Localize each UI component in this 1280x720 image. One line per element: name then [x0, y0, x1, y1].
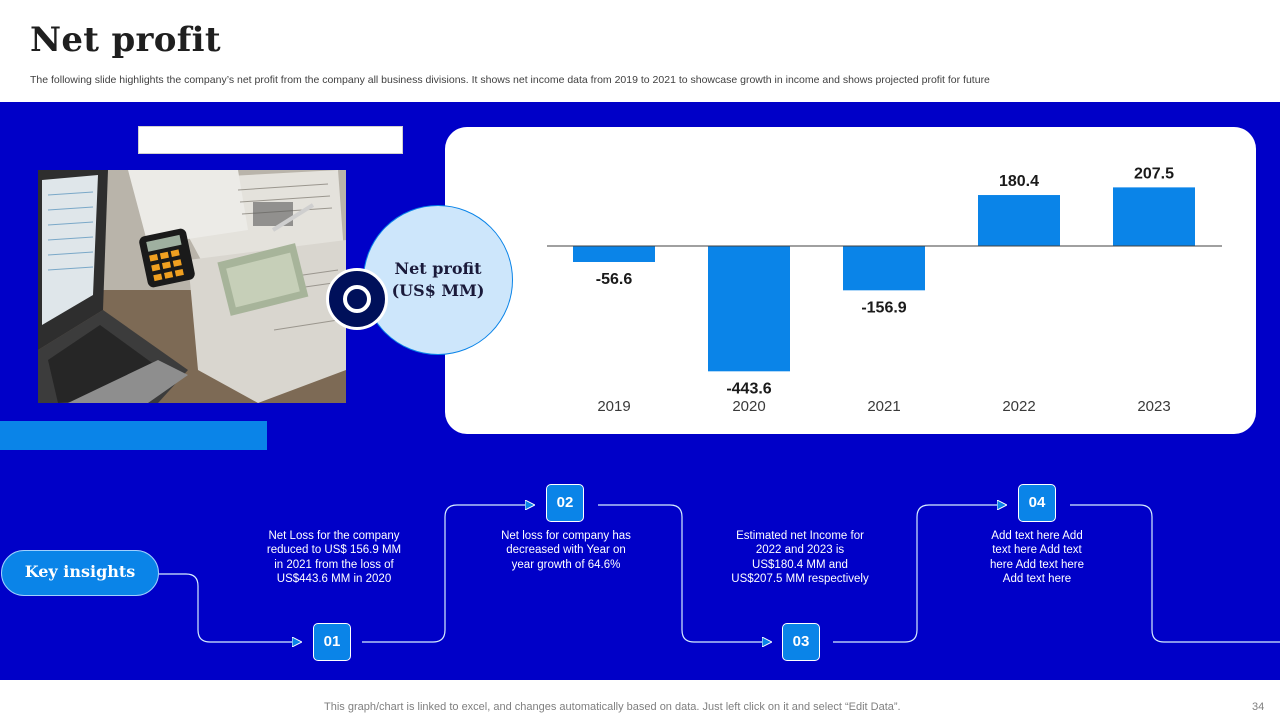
- x-tick-2021: 2021: [867, 398, 900, 415]
- bar-2020: [708, 246, 790, 372]
- bar-2021: [843, 246, 925, 291]
- chart-card: -56.6 2019 -443.6 2020 -156.9 2021 180.4 2022 20…: [445, 127, 1256, 434]
- net-profit-circle: [363, 205, 513, 355]
- data-label-2019: -56.6: [596, 271, 633, 288]
- step-01-badge: 01: [313, 623, 351, 661]
- finance-photo-illustration: [38, 170, 346, 403]
- x-tick-2020: 2020: [732, 398, 765, 415]
- step-04-text: Add text here Add text here Add text her…: [990, 530, 1084, 586]
- connector-02-to-03: [598, 504, 770, 642]
- connector-01-to-02: [362, 505, 533, 643]
- data-label-2021: -156.9: [861, 299, 906, 316]
- x-tick-2022: 2022: [1002, 398, 1035, 415]
- connector-03-to-04: [833, 505, 1005, 643]
- connector-ki-to-01: [159, 573, 300, 642]
- step-03-badge: 03: [782, 623, 820, 661]
- key-insights-label: Key insights: [24, 562, 136, 581]
- page-number: 34: [1252, 701, 1265, 713]
- accent-bar: [0, 421, 267, 450]
- step-02-badge: 02: [546, 484, 584, 522]
- bar-2023: [1113, 187, 1195, 246]
- x-tick-2023: 2023: [1137, 398, 1170, 415]
- slide-title: Net profit: [30, 20, 221, 60]
- net-profit-label: Net profit (US$ MM): [391, 259, 485, 300]
- placeholder-bar: [138, 126, 403, 154]
- step-02-text: Net loss for company has decreased with …: [501, 530, 631, 571]
- x-tick-2019: 2019: [597, 398, 630, 415]
- key-insights-pill: [1, 550, 159, 596]
- circle-ring-icon: [326, 268, 388, 330]
- bar-2022: [978, 195, 1060, 246]
- bar-2019: [573, 246, 655, 262]
- data-label-2020: -443.6: [726, 380, 771, 397]
- finance-photo: [38, 170, 346, 403]
- connector-04-out: [1070, 504, 1280, 643]
- slide-subtitle: The following slide highlights the compa…: [30, 74, 990, 86]
- footer-note: This graph/chart is linked to excel, and…: [324, 701, 901, 713]
- step-01-text: Net Loss for the company reduced to US$ …: [266, 530, 402, 586]
- data-label-2022: 180.4: [999, 173, 1039, 190]
- step-03-text: Estimated net Income for 2022 and 2023 i…: [731, 530, 869, 586]
- data-label-2023: 207.5: [1134, 165, 1174, 182]
- ring-inner-icon: [343, 285, 371, 313]
- step-04-badge: 04: [1018, 484, 1056, 522]
